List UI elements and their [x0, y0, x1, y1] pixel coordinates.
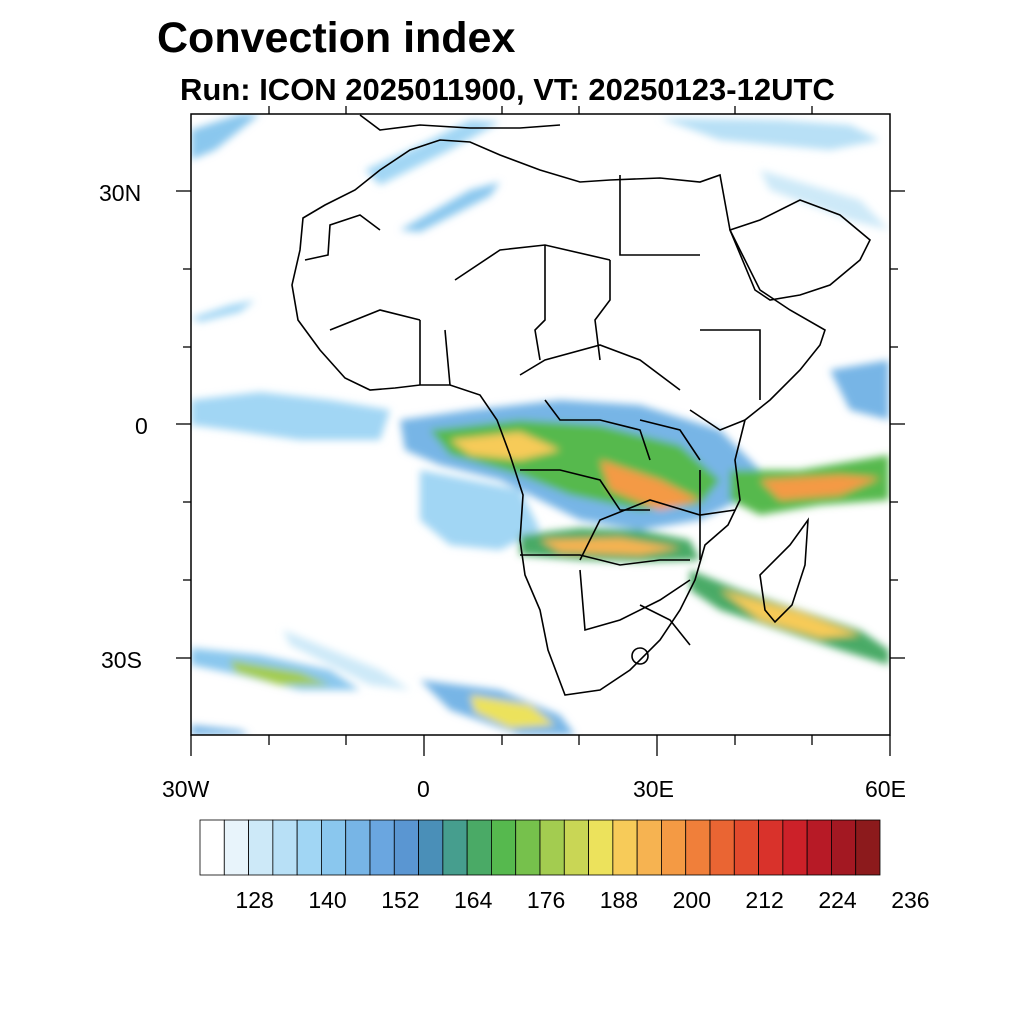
colorbar-swatch	[685, 819, 711, 876]
colorbar-swatch	[661, 819, 687, 876]
colorbar-swatch	[515, 819, 541, 876]
colorbar-swatch	[466, 819, 492, 876]
colorbar-swatch	[491, 819, 517, 876]
colorbar-label: 128	[235, 887, 274, 913]
lat-label-0: 0	[135, 413, 148, 439]
colorbar-swatch	[563, 819, 589, 876]
colorbar-swatch	[733, 819, 759, 876]
colorbar-swatch	[588, 819, 614, 876]
lat-label-30n: 30N	[99, 180, 142, 206]
lon-label-0: 0	[417, 776, 430, 802]
colorbar-swatch	[855, 819, 881, 876]
colorbar-swatch	[272, 819, 298, 876]
colorbar-swatch	[782, 819, 808, 876]
colorbar-label: 212	[745, 887, 784, 913]
colorbar-swatch	[539, 819, 565, 876]
colorbar	[199, 819, 881, 876]
colorbar-swatch	[418, 819, 444, 876]
colorbar-label: 236	[891, 887, 930, 913]
colorbar-swatch	[296, 819, 322, 876]
colorbar-label: 188	[599, 887, 639, 913]
colorbar-label: 176	[526, 887, 566, 913]
colorbar-swatch	[393, 819, 419, 876]
colorbar-label: 224	[818, 887, 857, 913]
convection-field	[191, 114, 889, 735]
colorbar-swatch	[709, 819, 735, 876]
colorbar-label: 140	[308, 887, 347, 913]
colorbar-swatch	[636, 819, 662, 876]
colorbar-swatch	[248, 819, 274, 876]
lat-label-30s: 30S	[101, 647, 142, 673]
lon-label-30e: 30E	[633, 776, 674, 802]
colorbar-swatch	[199, 819, 225, 876]
colorbar-swatch	[321, 819, 347, 876]
axis-ticks	[176, 106, 905, 756]
chart-title: Convection index	[157, 14, 516, 62]
colorbar-swatch	[831, 819, 857, 876]
colorbar-swatch	[223, 819, 249, 876]
colorbar-swatch	[612, 819, 638, 876]
colorbar-swatch	[369, 819, 395, 876]
chart-subtitle: Run: ICON 2025011900, VT: 20250123-12UTC	[180, 72, 835, 107]
colorbar-swatch	[442, 819, 468, 876]
lon-label-60e: 60E	[865, 776, 906, 802]
lon-label-30w: 30W	[162, 776, 210, 802]
colorbar-swatch	[345, 819, 371, 876]
coastlines	[291, 114, 871, 696]
colorbar-label: 200	[672, 887, 711, 913]
colorbar-swatch	[758, 819, 784, 876]
colorbar-swatch	[806, 819, 832, 876]
colorbar-label: 152	[381, 887, 420, 913]
colorbar-label: 164	[454, 887, 493, 913]
